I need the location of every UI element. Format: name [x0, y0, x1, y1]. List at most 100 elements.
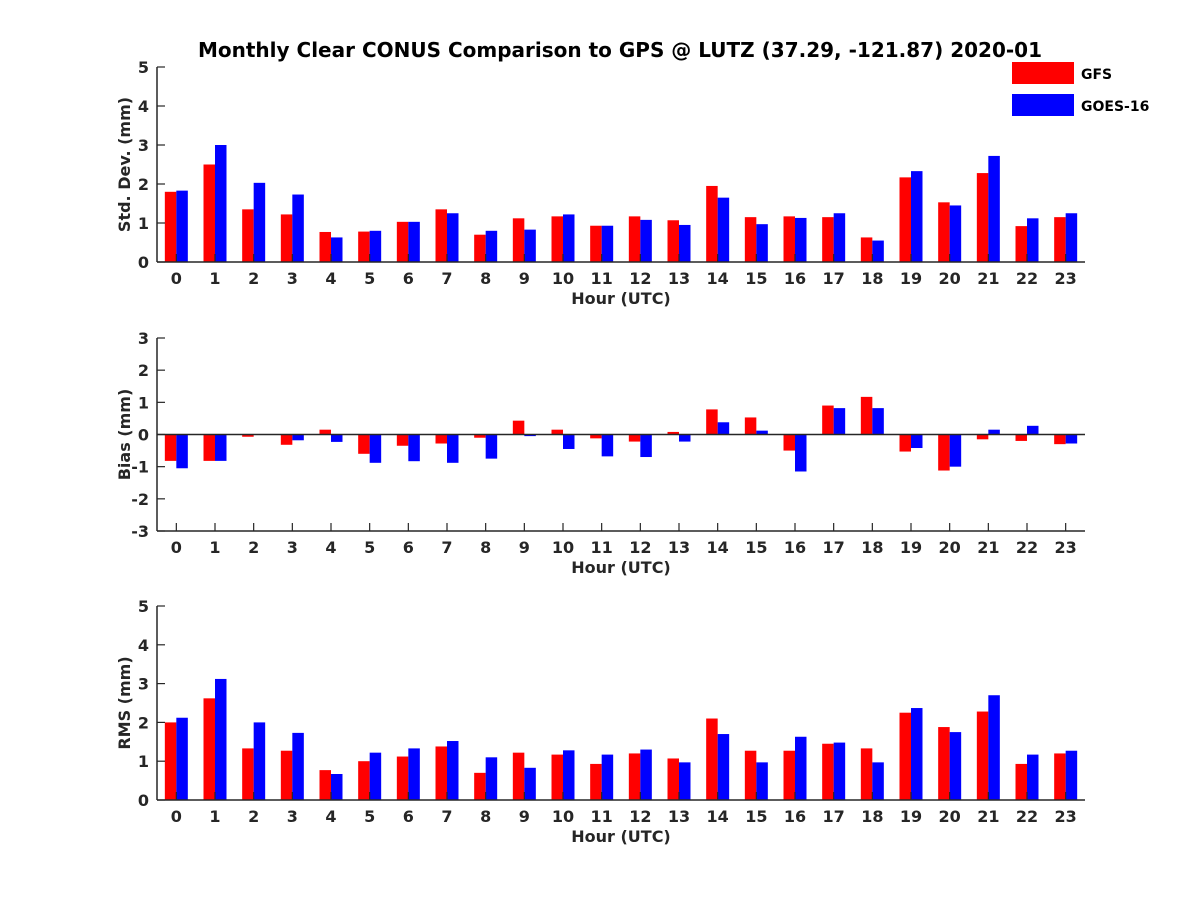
bar-gfs-hour-8 — [474, 234, 486, 262]
x-tick-label: 15 — [745, 807, 767, 826]
y-tick-label: -1 — [131, 458, 149, 477]
bar-gfs-hour-20 — [938, 202, 950, 262]
bar-gfs-hour-7 — [435, 746, 447, 800]
bar-gfs-hour-22 — [1015, 434, 1027, 441]
bar-goes-16-hour-5 — [369, 230, 382, 262]
x-tick-label: 2 — [248, 538, 259, 557]
bar-gfs-hour-9 — [512, 420, 525, 435]
bar-goes-16-hour-19 — [911, 171, 923, 262]
x-tick-label: 5 — [364, 807, 375, 826]
bar-goes-16-hour-8 — [485, 757, 498, 800]
bar-goes-16-hour-11 — [601, 225, 614, 262]
bar-goes-16-hour-23 — [1065, 750, 1078, 800]
bar-goes-16-hour-16 — [795, 736, 807, 800]
bar-gfs-hour-10 — [551, 754, 563, 800]
x-tick-label: 16 — [784, 269, 806, 288]
y-axis-label: Std. Dev. (mm) — [115, 97, 134, 232]
x-tick-label: 20 — [939, 538, 961, 557]
x-tick-label: 14 — [707, 807, 729, 826]
bar-gfs-hour-23 — [1054, 434, 1066, 445]
x-tick-label: 8 — [480, 269, 491, 288]
bar-gfs-hour-6 — [396, 221, 409, 262]
legend-label: GFS — [1081, 67, 1112, 83]
bar-gfs-hour-10 — [551, 429, 563, 435]
y-tick-label: 5 — [138, 597, 149, 616]
bar-gfs-hour-19 — [899, 434, 911, 452]
x-tick-label: 21 — [977, 807, 999, 826]
bar-gfs-hour-6 — [396, 434, 409, 446]
x-tick-label: 1 — [209, 269, 220, 288]
bar-goes-16-hour-14 — [717, 422, 730, 435]
bar-goes-16-hour-9 — [524, 229, 536, 262]
bar-gfs-hour-1 — [203, 698, 215, 800]
x-tick-label: 17 — [823, 538, 845, 557]
bar-goes-16-hour-19 — [911, 708, 923, 800]
x-tick-label: 10 — [552, 269, 574, 288]
y-tick-label: 0 — [138, 791, 149, 810]
bar-goes-16-hour-15 — [756, 762, 768, 800]
y-tick-label: 5 — [138, 58, 149, 77]
x-tick-label: 6 — [403, 807, 414, 826]
x-tick-label: 12 — [629, 807, 651, 826]
bar-gfs-hour-19 — [899, 712, 911, 800]
bar-goes-16-hour-14 — [717, 734, 730, 800]
bar-gfs-hour-0 — [164, 434, 177, 461]
bar-gfs-hour-11 — [590, 763, 602, 800]
bar-gfs-hour-21 — [976, 711, 989, 800]
bar-goes-16-hour-1 — [215, 678, 227, 800]
bar-gfs-hour-21 — [976, 173, 989, 262]
x-tick-label: 3 — [287, 269, 298, 288]
bar-goes-16-hour-6 — [408, 221, 420, 262]
bar-goes-16-hour-2 — [253, 722, 266, 800]
bar-gfs-hour-2 — [242, 748, 254, 800]
bar-gfs-hour-8 — [474, 772, 486, 800]
bar-goes-16-hour-2 — [253, 182, 266, 262]
bar-gfs-hour-2 — [242, 209, 254, 262]
bar-goes-16-hour-22 — [1027, 218, 1039, 262]
bar-goes-16-hour-23 — [1065, 213, 1078, 262]
bar-goes-16-hour-5 — [369, 434, 382, 463]
bar-gfs-hour-11 — [590, 434, 602, 439]
x-tick-label: 10 — [552, 538, 574, 557]
bar-gfs-hour-14 — [706, 409, 718, 435]
bar-gfs-hour-4 — [319, 770, 331, 800]
legend-swatch-gfs — [1012, 62, 1074, 84]
x-tick-label: 10 — [552, 807, 574, 826]
bar-goes-16-hour-23 — [1065, 434, 1078, 444]
bar-goes-16-hour-12 — [640, 434, 652, 458]
bar-goes-16-hour-10 — [563, 214, 575, 262]
legend-label: GOES-16 — [1081, 99, 1149, 115]
y-tick-label: 1 — [138, 393, 149, 412]
bar-gfs-hour-7 — [435, 434, 447, 444]
x-tick-label: 4 — [325, 807, 336, 826]
x-tick-label: 2 — [248, 269, 259, 288]
bar-goes-16-hour-14 — [717, 197, 730, 262]
bar-gfs-hour-20 — [938, 727, 950, 800]
x-tick-label: 21 — [977, 269, 999, 288]
bar-goes-16-hour-10 — [563, 750, 575, 800]
x-tick-label: 13 — [668, 269, 690, 288]
bar-gfs-hour-23 — [1054, 217, 1066, 262]
bar-goes-16-hour-9 — [524, 434, 536, 437]
x-tick-label: 8 — [480, 807, 491, 826]
x-tick-label: 0 — [171, 807, 182, 826]
y-tick-label: 4 — [138, 636, 149, 655]
bar-goes-16-hour-7 — [447, 741, 459, 800]
x-tick-label: 13 — [668, 538, 690, 557]
x-tick-label: 21 — [977, 538, 999, 557]
x-tick-label: 0 — [171, 269, 182, 288]
x-tick-label: 1 — [209, 538, 220, 557]
x-tick-label: 7 — [441, 538, 452, 557]
bar-gfs-hour-17 — [822, 405, 834, 435]
x-tick-label: 8 — [480, 538, 491, 557]
bar-gfs-hour-2 — [242, 434, 254, 437]
bar-gfs-hour-7 — [435, 209, 447, 262]
bar-gfs-hour-3 — [280, 750, 293, 800]
bar-gfs-hour-18 — [860, 396, 873, 435]
bar-gfs-hour-16 — [783, 750, 795, 800]
x-tick-label: 16 — [784, 807, 806, 826]
bar-gfs-hour-10 — [551, 216, 563, 262]
bar-gfs-hour-15 — [744, 750, 757, 800]
